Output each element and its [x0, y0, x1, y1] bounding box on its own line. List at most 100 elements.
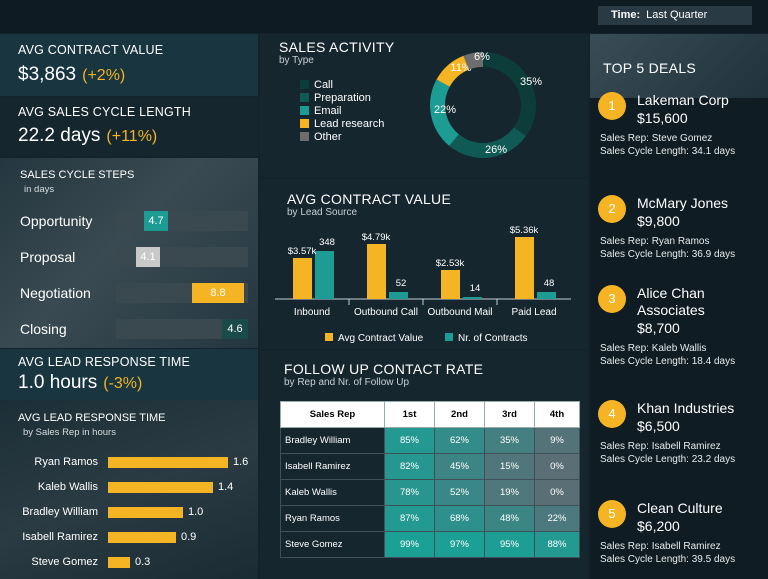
follow-up-title: FOLLOW UP CONTACT RATE: [284, 361, 484, 377]
legend-label: Email: [314, 105, 342, 117]
donut-slice: [436, 55, 470, 87]
rep-bar: [108, 457, 228, 468]
deal-rep: Sales Rep: Ryan Ramos: [600, 236, 710, 247]
x-tick-label: Inbound: [294, 307, 330, 318]
table-value-cell: 15%: [484, 453, 535, 480]
legend-item: Email: [300, 105, 342, 117]
kpi-cycle-change: (+11%): [106, 128, 158, 145]
deal-rank-badge: 2: [598, 195, 626, 223]
table-value-cell: 78%: [384, 479, 435, 506]
time-filter[interactable]: Time: Last Quarter: [598, 6, 752, 25]
table-header: 1st: [384, 401, 435, 428]
deal-rank-badge: 1: [598, 92, 626, 120]
bar-contract-count: [463, 297, 482, 299]
sales-activity-subtitle: by Type: [279, 55, 314, 66]
deal-value: $9,800: [637, 213, 680, 229]
table-value-cell: 95%: [484, 531, 535, 558]
table-value-cell: 0%: [534, 479, 580, 506]
table-value-cell: 22%: [534, 505, 580, 532]
bar-contract-count: [389, 292, 408, 299]
table-rep-cell: Kaleb Wallis: [280, 479, 385, 506]
deal-value: $8,700: [637, 320, 680, 336]
step-track: 4.6: [116, 319, 248, 339]
donut-slice: [449, 127, 526, 159]
kpi-cycle-label: AVG SALES CYCLE LENGTH: [18, 105, 191, 119]
top-deals-header: [590, 34, 768, 98]
donut-label: 11%: [450, 62, 471, 74]
table-header: 4th: [534, 401, 580, 428]
step-bar: 4.7: [144, 211, 168, 231]
rep-bar: [108, 507, 183, 518]
deal-value: $6,500: [637, 418, 680, 434]
legend-swatch: [300, 106, 309, 115]
deal-value: $15,600: [637, 110, 688, 126]
bar-value-label: $4.79k: [362, 232, 391, 243]
rep-label: Isabell Ramirez: [22, 531, 98, 543]
step-label: Closing: [20, 321, 67, 337]
table-value-cell: 45%: [434, 453, 485, 480]
donut-label: 26%: [485, 144, 507, 156]
table-value-cell: 62%: [434, 427, 485, 454]
step-track: 8.8: [116, 283, 248, 303]
table-value-cell: 85%: [384, 427, 435, 454]
step-bar: 4.6: [222, 319, 248, 339]
rep-bar: [108, 482, 213, 493]
kpi-contract-value: $3,863 (+2%): [18, 64, 126, 85]
deal-rep: Sales Rep: Isabell Ramirez: [600, 541, 721, 552]
rep-value: 1.6: [233, 456, 249, 468]
donut-slice: [430, 79, 459, 146]
table-value-cell: 82%: [384, 453, 435, 480]
bar-count-label: 348: [319, 237, 335, 248]
sales-activity-title: SALES ACTIVITY: [279, 39, 395, 55]
kpi-contract-change: (+2%): [82, 67, 126, 84]
legend-swatch: [300, 93, 309, 102]
rep-bar: [108, 532, 176, 543]
table-value-cell: 35%: [484, 427, 535, 454]
legend-label: Preparation: [314, 92, 371, 104]
bar-contract-count: [315, 251, 334, 299]
x-tick-label: Outbound Call: [354, 307, 418, 318]
table-rep-cell: Bradley William: [280, 427, 385, 454]
table-row: Kaleb Wallis 78% 52% 19% 0%: [280, 479, 580, 506]
deal-name[interactable]: Khan Industries: [637, 400, 735, 416]
deal-rank-badge: 4: [598, 400, 626, 428]
step-track: 4.7: [116, 211, 248, 231]
time-value: Last Quarter: [646, 9, 708, 21]
kpi-response-card: AVG LEAD RESPONSE TIME 1.0 hours (-3%): [0, 349, 258, 400]
legend-item: Lead research: [300, 118, 384, 130]
table-header: 2nd: [434, 401, 485, 428]
legend-item: Other: [300, 131, 342, 143]
table-rep-cell: Ryan Ramos: [280, 505, 385, 532]
table-row: Isabell Ramirez 82% 45% 15% 0%: [280, 453, 580, 480]
legend-label: Call: [314, 79, 333, 91]
table-value-cell: 87%: [384, 505, 435, 532]
table-rep-cell: Isabell Ramirez: [280, 453, 385, 480]
deal-name[interactable]: Lakeman Corp: [637, 92, 729, 108]
legend-swatch: [300, 132, 309, 141]
contract-source-subtitle: by Lead Source: [287, 207, 358, 218]
kpi-response-value: 1.0 hours (-3%): [18, 372, 143, 393]
deal-rank-badge: 3: [598, 285, 626, 313]
deal-rank-badge: 5: [598, 500, 626, 528]
deal-rep: Sales Rep: Kaleb Wallis: [600, 343, 707, 354]
kpi-cycle-card: AVG SALES CYCLE LENGTH 22.2 days (+11%): [0, 97, 258, 156]
deal-name[interactable]: McMary Jones: [637, 195, 729, 211]
deal-rep: Sales Rep: Isabell Ramirez: [600, 441, 721, 452]
follow-up-subtitle: by Rep and Nr. of Follow Up: [284, 377, 410, 388]
deal-name[interactable]: Clean Culture: [637, 500, 723, 516]
rep-label: Steve Gomez: [31, 556, 98, 568]
rep-value: 0.9: [181, 531, 197, 543]
deal-cycle: Sales Cycle Length: 18.4 days: [600, 356, 736, 367]
step-label: Opportunity: [20, 213, 93, 229]
legend-count-label: Nr. of Contracts: [458, 333, 527, 344]
bar-contract-value: [515, 237, 534, 299]
bar-count-label: 52: [396, 278, 407, 289]
kpi-response-change: (-3%): [103, 375, 143, 392]
legend-swatch-count: [445, 333, 453, 341]
rep-label: Ryan Ramos: [34, 456, 98, 468]
rep-value: 1.4: [218, 481, 234, 493]
deal-name[interactable]: Alice Chan Associates: [637, 285, 705, 318]
response-chart-subtitle: by Sales Rep in hours: [23, 427, 116, 438]
x-tick-label: Outbound Mail: [427, 307, 492, 318]
